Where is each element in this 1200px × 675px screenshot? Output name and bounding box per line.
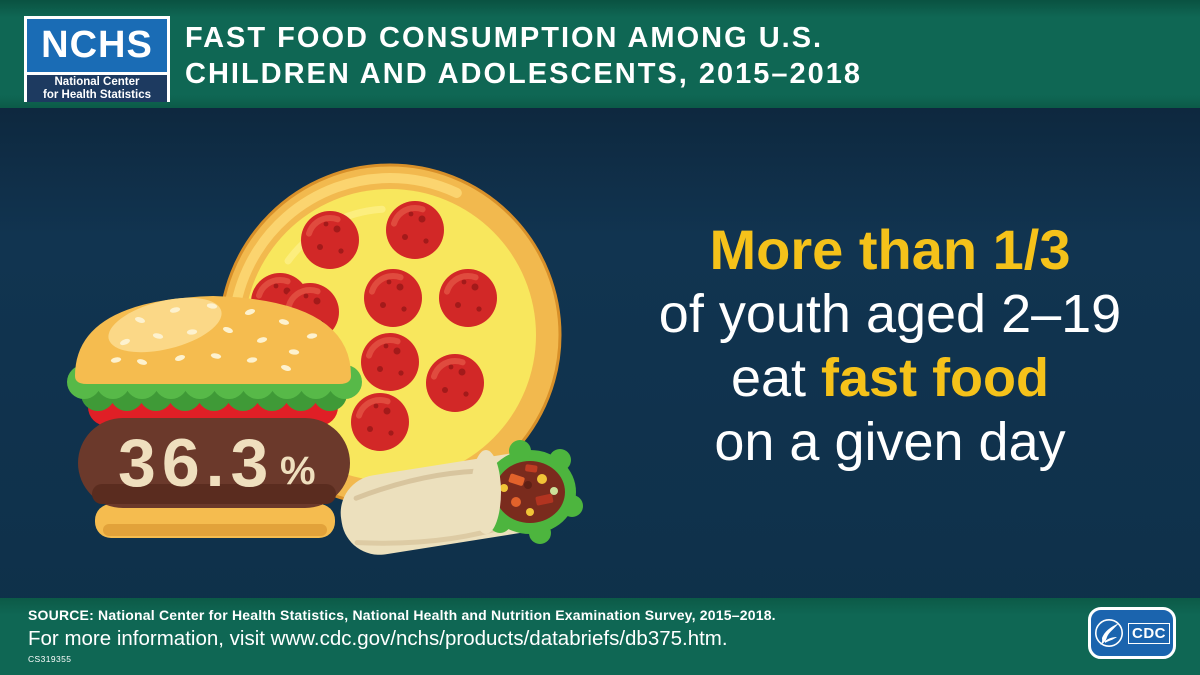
source-text: SOURCE: National Center for Health Stati… xyxy=(28,607,776,623)
cdc-logo-text: CDC xyxy=(1128,622,1170,644)
stat-value: 36.3 xyxy=(118,425,274,501)
headline-text: More than 1/3 of youth aged 2–19 eat fas… xyxy=(610,218,1170,474)
nchs-logo: NCHS National Center for Health Statisti… xyxy=(24,16,170,102)
headline-line4: on a given day xyxy=(714,412,1066,472)
hamburger-icon: 36.3 % xyxy=(67,296,362,538)
page-title-line2: CHILDREN AND ADOLESCENTS, 2015–2018 xyxy=(185,58,863,90)
document-id: CS319355 xyxy=(28,654,72,664)
nchs-logo-subtitle-line1: National Center xyxy=(54,75,140,88)
footer-banner: SOURCE: National Center for Health Stati… xyxy=(0,598,1200,675)
page-title-line1: FAST FOOD CONSUMPTION AMONG U.S. xyxy=(185,22,824,54)
headline-line3-highlight: fast food xyxy=(821,348,1050,408)
headline-line3: eat fast food xyxy=(610,346,1170,410)
nchs-logo-subtitle-line2: for Health Statistics xyxy=(43,88,151,101)
header-banner: NCHS National Center for Health Statisti… xyxy=(0,0,1200,108)
headline-line3-prefix: eat xyxy=(730,348,822,408)
cdc-hhs-logo: CDC xyxy=(1088,607,1176,659)
nchs-logo-subtitle: National Center for Health Statistics xyxy=(27,75,167,102)
hhs-eagle-icon xyxy=(1095,619,1123,647)
stat-percent: % xyxy=(280,449,316,493)
headline-line2: of youth aged 2–19 xyxy=(658,284,1122,344)
page-title: FAST FOOD CONSUMPTION AMONG U.S. CHILDRE… xyxy=(185,20,862,92)
burrito-icon xyxy=(340,440,583,555)
fast-food-illustration: 36.3 % xyxy=(67,163,583,555)
more-info-text: For more information, visit www.cdc.gov/… xyxy=(28,627,728,650)
headline-line1: More than 1/3 xyxy=(709,218,1071,281)
nchs-logo-acronym: NCHS xyxy=(27,19,167,72)
